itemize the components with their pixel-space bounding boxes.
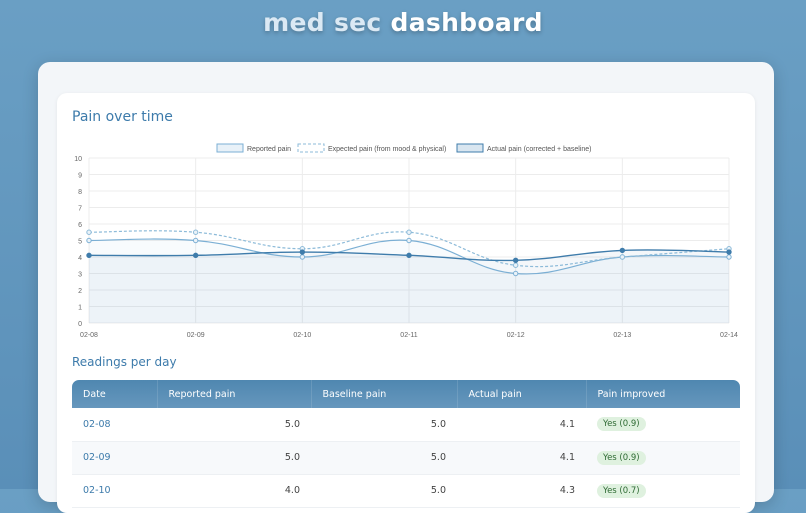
y-tick-label: 0 — [78, 321, 82, 328]
improved-badge: Yes (0.7) — [597, 483, 646, 498]
dashboard-container: Pain over time 0 1 2 3 4 5 6 7 8 9 10 02-08 02-09 02-… — [38, 62, 774, 513]
y-tick-label: 1 — [78, 305, 82, 312]
data-point — [726, 249, 732, 255]
data-point — [406, 252, 412, 259]
chart-section-title: Pain over time — [72, 109, 173, 125]
x-tick-label: 02-09 — [187, 332, 205, 339]
row-improved-cell: Yes (0.7) — [586, 474, 740, 508]
x-tick-label: 02-11 — [400, 332, 417, 339]
col-date[interactable]: Date — [72, 380, 157, 408]
improved-badge: Yes (0.9) — [597, 450, 646, 465]
legend-label: Expected pain (from mood & physical) — [328, 146, 446, 153]
col-reported-pain[interactable]: Reported pain — [156, 380, 311, 408]
x-tick-label: 02-08 — [80, 332, 98, 339]
row-baseline: 5.0 — [311, 474, 457, 508]
row-date-link[interactable]: 02-09 — [72, 441, 157, 475]
data-point — [192, 229, 199, 235]
col-actual-pain[interactable]: Actual pain — [456, 380, 586, 408]
row-baseline: 5.0 — [311, 408, 457, 442]
data-point — [406, 229, 412, 235]
series-area — [89, 239, 729, 323]
legend-swatch — [216, 143, 244, 153]
y-tick-label: 10 — [74, 156, 82, 163]
table-section-title: Readings per day — [72, 355, 177, 369]
table-header-row: Date Reported pain Baseline pain Actual … — [72, 380, 740, 408]
y-tick-label: 8 — [78, 189, 82, 196]
y-tick-label: 3 — [78, 272, 82, 279]
row-actual: 4.3 — [457, 474, 586, 508]
row-date-link[interactable]: 02-08 — [72, 408, 157, 442]
data-point — [86, 252, 92, 259]
x-tick-label: 02-10 — [293, 332, 311, 339]
row-improved-cell: Yes (0.9) — [586, 408, 740, 442]
table-row: 02-09 5.0 5.0 4.1 Yes (0.9) — [72, 441, 740, 475]
data-point — [299, 249, 306, 255]
data-point — [299, 254, 306, 260]
legend-swatch — [456, 143, 484, 153]
app-title: med sec dashboard — [0, 8, 806, 37]
readings-table: Date Reported pain Baseline pain Actual … — [72, 380, 740, 508]
data-point — [619, 247, 626, 254]
data-point — [512, 257, 519, 264]
pain-card: Pain over time 0 1 2 3 4 5 6 7 8 9 10 02-08 02-09 02-… — [57, 93, 755, 513]
row-reported: 5.0 — [157, 408, 311, 442]
legend-label: Actual pain (corrected + baseline) — [487, 146, 591, 153]
data-point — [406, 237, 412, 244]
table-row: 02-08 5.0 5.0 4.1 Yes (0.9) — [72, 408, 740, 442]
row-reported: 5.0 — [157, 441, 311, 475]
improved-badge: Yes (0.9) — [597, 417, 646, 432]
app-title-light: med sec — [263, 8, 382, 37]
row-reported: 4.0 — [157, 474, 311, 508]
row-date-link[interactable]: 02-10 — [72, 474, 157, 508]
x-tick-label: 02-14 — [720, 332, 738, 339]
row-improved-cell: Yes (0.9) — [586, 441, 740, 475]
data-point — [192, 237, 199, 244]
app-title-bold: dashboard — [390, 8, 543, 37]
x-tick-label: 02-13 — [613, 332, 631, 339]
x-tick-label: 02-12 — [507, 332, 525, 339]
data-point — [726, 254, 732, 260]
row-actual: 4.1 — [457, 441, 586, 475]
y-tick-label: 9 — [78, 173, 82, 180]
data-point — [86, 237, 92, 244]
table-row: 02-10 4.0 5.0 4.3 Yes (0.7) — [72, 474, 740, 508]
y-tick-label: 5 — [78, 239, 82, 246]
legend-swatch — [297, 143, 325, 153]
data-point — [512, 270, 519, 277]
legend-label: Reported pain — [247, 146, 291, 153]
y-tick-label: 2 — [78, 288, 82, 295]
data-point — [619, 254, 626, 260]
row-baseline: 5.0 — [311, 441, 457, 475]
y-tick-label: 7 — [78, 206, 82, 213]
data-point — [86, 229, 92, 235]
y-tick-label: 6 — [78, 222, 82, 229]
col-pain-improved[interactable]: Pain improved — [585, 380, 740, 408]
data-point — [512, 262, 519, 268]
data-point — [192, 252, 199, 259]
pain-chart: 0 1 2 3 4 5 6 7 8 9 10 02-08 02-09 02-10 02-11 02-12 02-… — [74, 143, 738, 339]
col-baseline-pain[interactable]: Baseline pain — [310, 380, 457, 408]
row-actual: 4.1 — [457, 408, 586, 442]
series-area — [89, 249, 729, 323]
y-tick-label: 4 — [78, 255, 82, 262]
